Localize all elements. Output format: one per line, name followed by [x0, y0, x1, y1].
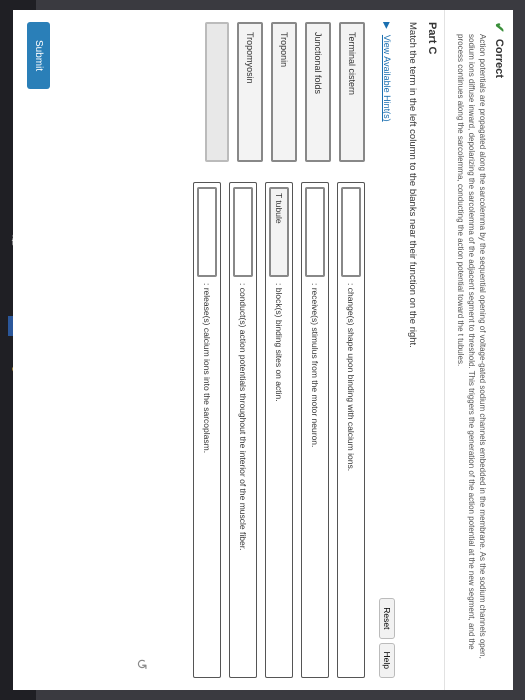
target-text: : change(s) shape upon binding with calc…: [345, 283, 355, 471]
submit-row: Submit: [13, 10, 60, 690]
matching-workspace: Terminal cistern Junctional folds Tropon…: [60, 10, 375, 690]
part-instruction: Match the term in the left column to the…: [398, 10, 421, 690]
target-row: : release(s) calcium ions into the sarco…: [192, 182, 220, 678]
correct-banner: ✔ Correct: [489, 10, 513, 690]
drop-slot[interactable]: [232, 187, 252, 277]
drop-slot[interactable]: [196, 187, 216, 277]
help-button[interactable]: Help: [378, 643, 394, 678]
term-tile[interactable]: Junctional folds: [304, 22, 330, 162]
caret-icon: ▶: [381, 22, 392, 29]
targets-column: : change(s) shape upon binding with calc…: [70, 182, 365, 678]
drop-slot[interactable]: T tubule: [268, 187, 288, 277]
drop-slot[interactable]: [340, 187, 360, 277]
terms-column: Terminal cistern Junctional folds Tropon…: [70, 22, 365, 162]
reset-button[interactable]: Reset: [378, 598, 394, 638]
target-row: T tubule : block(s) binding sites on act…: [264, 182, 292, 678]
part-header: Part C: [421, 10, 444, 690]
term-tile[interactable]: Terminal cistern: [338, 22, 364, 162]
target-text: : block(s) binding sites on actin.: [273, 283, 283, 402]
explanation-text: Action potentials are propagated along t…: [444, 10, 488, 690]
redo-icon[interactable]: ↺: [133, 658, 150, 670]
target-row: : change(s) shape upon binding with calc…: [336, 182, 364, 678]
target-row: : receive(s) stimulus from the motor neu…: [300, 182, 328, 678]
term-tile[interactable]: Troponin: [270, 22, 296, 162]
hints-row: ▶ View Available Hint(s) Reset Help: [374, 10, 398, 690]
drop-slot[interactable]: [304, 187, 324, 277]
submit-button[interactable]: Submit: [27, 22, 50, 89]
term-tile-empty[interactable]: [204, 22, 228, 162]
view-hints-link[interactable]: View Available Hint(s): [381, 35, 391, 592]
target-text: : release(s) calcium ions into the sarco…: [201, 283, 211, 453]
assignment-panel: ✔ Correct Action potentials are propagat…: [13, 10, 513, 690]
correct-label: Correct: [493, 39, 505, 78]
target-text: : receive(s) stimulus from the motor neu…: [309, 283, 319, 447]
term-tile[interactable]: Tropomyosin: [236, 22, 262, 162]
checkmark-icon: ✔: [491, 22, 507, 33]
target-text: : conduct(s) action potentials throughou…: [237, 283, 247, 550]
target-row: : conduct(s) action potentials throughou…: [228, 182, 256, 678]
